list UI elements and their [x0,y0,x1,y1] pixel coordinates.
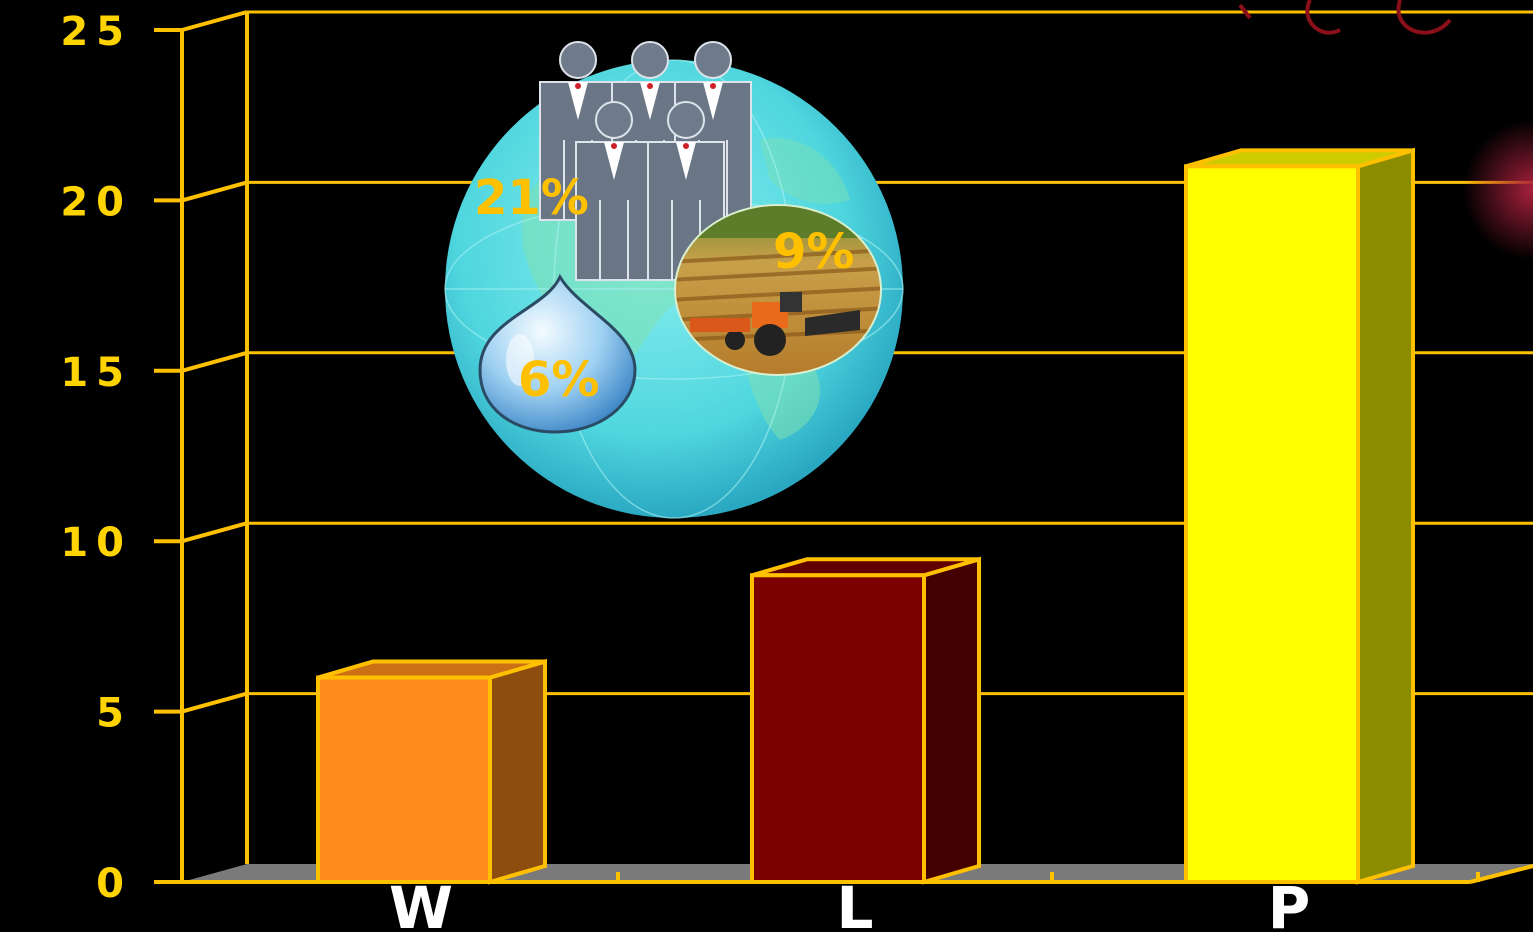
y-tick-label: 5 [96,691,132,737]
bar-front [1184,164,1360,884]
y-tick-label: 0 [96,861,132,907]
tractor-field-icon [674,204,882,376]
bar-side [488,658,547,885]
bar-side [1356,147,1415,885]
gridline [181,691,248,714]
x-category-label: L [837,874,880,932]
bar-front [750,573,926,885]
y-axis-ticks: 0 5 10 15 20 25 [60,9,182,907]
person-figure [575,101,653,281]
bar-front [316,675,492,885]
gridline [181,180,248,203]
bar-w [316,658,547,885]
x-category-label: P [1268,874,1317,932]
bars [316,147,1415,885]
y-tick-label: 25 [60,9,132,55]
bar-l [750,556,981,885]
y-tick-label: 10 [60,520,132,566]
decorative-glow-icon [1238,0,1533,260]
bar-side [922,556,981,885]
water-percent-label: 6% [518,352,600,408]
gridline [181,350,248,373]
x-category-label: W [389,874,459,932]
bar-p [1184,147,1415,885]
y-tick-label: 15 [60,350,132,396]
gridline [181,521,248,544]
land-percent-label: 9% [773,224,855,280]
y-tick-label: 20 [60,179,132,225]
gridline [181,10,248,32]
people-percent-label: 21% [474,170,589,226]
water-drop-icon [478,273,637,434]
